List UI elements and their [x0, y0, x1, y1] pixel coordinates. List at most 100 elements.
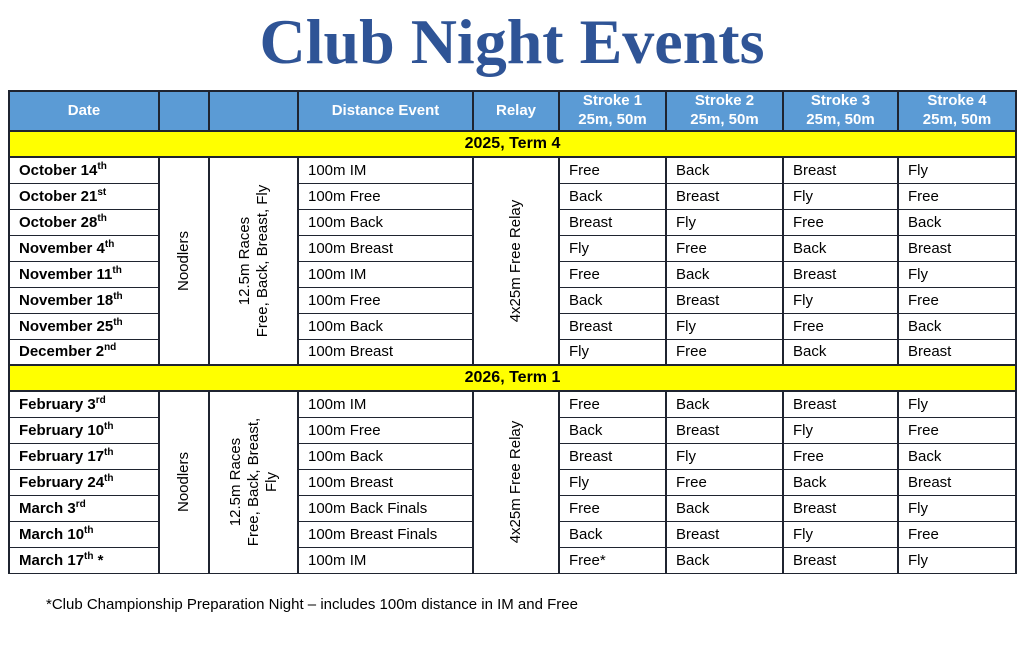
date-ordinal: th [104, 472, 114, 484]
races-cell: 12.5m Races Free, Back, Breast, Fly [208, 156, 299, 366]
stroke-cell: Free [897, 286, 1017, 314]
stroke-cell: Fly [558, 338, 667, 366]
date-cell: November 18th [8, 286, 160, 314]
date-cell: November 4th [8, 234, 160, 262]
events-table: Date Distance Event Relay Stroke 1 25m, … [8, 90, 1017, 574]
stroke-cell: Free [665, 234, 784, 262]
date-cell: December 2nd [8, 338, 160, 366]
event-cell: 100m IM [297, 156, 474, 184]
date-cell: February 3rd [8, 390, 160, 418]
section-banner-2026-term-1: 2026, Term 1 [8, 364, 1017, 392]
column-header-stroke-4: Stroke 4 25m, 50m [897, 90, 1017, 132]
stroke-cell: Breast [897, 234, 1017, 262]
date-ordinal: nd [104, 342, 117, 354]
stroke-header-title: Stroke 1 [582, 92, 643, 110]
event-cell: 100m Free [297, 286, 474, 314]
event-cell: 100m IM [297, 546, 474, 574]
stroke-cell: Back [782, 338, 899, 366]
footnote: *Club Championship Preparation Night – i… [46, 595, 578, 613]
date-text: February 3 [19, 395, 96, 413]
date-ordinal: th [104, 420, 114, 432]
stroke-cell: Free* [558, 546, 667, 574]
stroke-cell: Breast [558, 312, 667, 340]
event-cell: 100m Back [297, 208, 474, 236]
stroke-cell: Free [897, 416, 1017, 444]
event-cell: 100m Back [297, 442, 474, 470]
stroke-cell: Fly [897, 260, 1017, 288]
stroke-cell: Free [665, 338, 784, 366]
races-cell: 12.5m Races Free, Back, Breast, Fly [208, 390, 299, 574]
date-cell: March 3rd [8, 494, 160, 522]
stroke-cell: Fly [897, 494, 1017, 522]
stroke-cell: Back [558, 286, 667, 314]
column-header-distance-event: Distance Event [297, 90, 474, 132]
column-header-relay: Relay [472, 90, 560, 132]
stroke-cell: Breast [897, 468, 1017, 496]
stroke-cell: Fly [558, 234, 667, 262]
date-text: November 11 [19, 265, 113, 283]
date-cell: November 11th [8, 260, 160, 288]
date-ordinal: rd [95, 394, 106, 406]
date-ordinal: th [113, 316, 123, 328]
stroke-cell: Back [665, 390, 784, 418]
noodlers-label: Noodlers [175, 230, 192, 292]
event-cell: 100m Breast Finals [297, 520, 474, 548]
date-cell: March 10th [8, 520, 160, 548]
event-cell: 100m IM [297, 260, 474, 288]
table-row: February 24th 100m Breast Fly Free Back … [8, 468, 1017, 496]
table-row: February 3rd Noodlers 12.5m Races Free, B… [8, 390, 1017, 574]
stroke-cell: Breast [558, 442, 667, 470]
stroke-cell: Back [782, 468, 899, 496]
stroke-header-sub: 25m, 50m [690, 111, 759, 128]
stroke-cell: Free [897, 182, 1017, 210]
date-text: October 14 [19, 161, 98, 179]
date-text: November 25 [19, 317, 114, 335]
stroke-cell: Back [897, 312, 1017, 340]
stroke-cell: Breast [782, 390, 899, 418]
table-row: November 18th 100m Free Back Breast Fly … [8, 286, 1017, 314]
table-row: October 14th Noodlers 12.5m Races Free, B… [8, 156, 1017, 366]
stroke-cell: Fly [782, 416, 899, 444]
noodlers-label: Noodlers [175, 452, 192, 513]
stroke-cell: Breast [782, 494, 899, 522]
relay-label: 4x25m Free Relay [507, 199, 524, 323]
section-banner-row: 2025, Term 4 [8, 130, 1017, 158]
stroke-header-sub: 25m, 50m [806, 111, 875, 128]
stroke-cell: Back [665, 546, 784, 574]
table-row: October 21st 100m Free Back Breast Fly F… [8, 182, 1017, 210]
stroke-cell: Free [558, 260, 667, 288]
date-suffix: * [93, 551, 104, 569]
stroke-cell: Breast [782, 546, 899, 574]
stroke-cell: Fly [665, 442, 784, 470]
stroke-header-sub: 25m, 50m [922, 111, 992, 128]
date-cell: October 21st [8, 182, 160, 210]
stroke-cell: Back [558, 520, 667, 548]
stroke-cell: Back [665, 494, 784, 522]
column-header-stroke-1: Stroke 1 25m, 50m [558, 90, 667, 132]
date-cell: March 17th * [8, 546, 160, 574]
date-ordinal: th [113, 290, 123, 302]
stroke-cell: Fly [782, 520, 899, 548]
column-header-blank-2 [208, 90, 299, 132]
date-text: November 4 [19, 239, 105, 257]
stroke-cell: Fly [782, 286, 899, 314]
column-header-stroke-2: Stroke 2 25m, 50m [665, 90, 784, 132]
stroke-cell: Free [665, 468, 784, 496]
noodlers-cell: Noodlers [158, 156, 210, 366]
date-text: March 17 [19, 551, 85, 569]
date-ordinal: th [104, 238, 115, 250]
date-ordinal: th [97, 160, 107, 172]
table-row: March 3rd 100m Back Finals Free Back Bre… [8, 494, 1017, 522]
stroke-cell: Fly [665, 208, 784, 236]
date-cell: October 28th [8, 208, 160, 236]
event-cell: 100m Back [297, 312, 474, 340]
table-row: February 17th 100m Back Breast Fly Free … [8, 442, 1017, 470]
date-cell: February 10th [8, 416, 160, 444]
date-ordinal: th [84, 524, 94, 536]
date-text: October 21 [19, 187, 98, 205]
stroke-header-sub: 25m, 50m [578, 111, 647, 128]
stroke-cell: Fly [665, 312, 784, 340]
date-ordinal: th [104, 446, 114, 458]
stroke-cell: Breast [558, 208, 667, 236]
page-title: Club Night Events [259, 6, 765, 77]
